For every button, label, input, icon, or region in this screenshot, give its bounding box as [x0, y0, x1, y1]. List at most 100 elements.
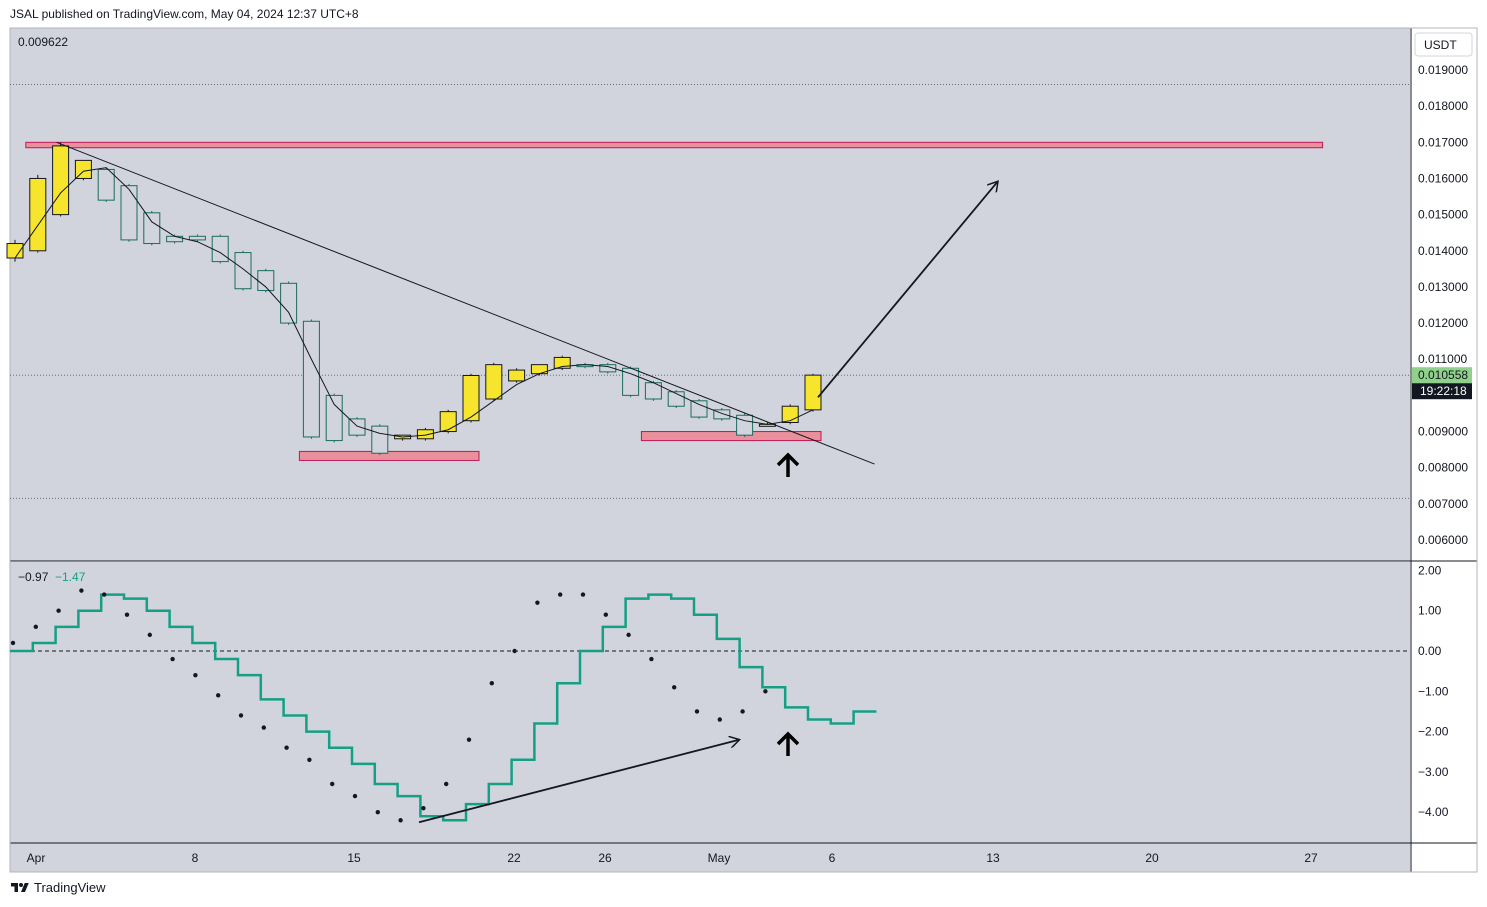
oscillator-dot [33, 624, 38, 630]
candle-body [804, 374, 822, 411]
price-tick-label: 0.015000 [1418, 208, 1468, 222]
time-tick-label: 6 [829, 851, 836, 865]
currency-badge [1414, 32, 1473, 57]
price-tick-label: 0.007000 [1418, 497, 1468, 511]
candle [234, 250, 252, 291]
candle [462, 373, 480, 423]
time-axis [10, 843, 1410, 872]
candle [280, 281, 298, 325]
candle [713, 408, 731, 421]
candle [599, 362, 617, 374]
supply-demand-zone-0 [25, 141, 1324, 149]
oscillator-dot [580, 592, 586, 597]
candle-body [690, 400, 708, 418]
oscillator-tick-label: −2.00 [1418, 725, 1449, 739]
candle [325, 393, 343, 443]
footer-brand: TradingView [34, 880, 106, 895]
candle-body [280, 282, 298, 324]
price-tick-label: 0.013000 [1418, 280, 1468, 294]
oscillator-dot [489, 681, 494, 686]
candle [644, 380, 662, 401]
oscillator-dot [307, 757, 312, 763]
oscillator-dot [444, 781, 449, 787]
footer: TradingView [10, 880, 106, 895]
oscillator-dot [740, 709, 745, 714]
oscillator-dot [124, 612, 130, 617]
last-price-label: 0.010558 [1418, 368, 1468, 382]
price-pane [10, 28, 1410, 561]
candle-body [143, 212, 161, 245]
candle [667, 389, 685, 409]
oscillator-tick-label: 2.00 [1418, 563, 1442, 577]
supply-demand-zone-1 [298, 450, 480, 461]
oscillator-dot [261, 725, 266, 730]
oscillator-dot [649, 656, 654, 662]
candle [211, 234, 229, 264]
candle [74, 159, 92, 181]
candle-body [713, 409, 731, 420]
candle-body [97, 168, 115, 201]
time-tick-label: Apr [27, 851, 46, 865]
oscillator-tick-label: −1.00 [1418, 684, 1449, 698]
oscillator-dot [79, 588, 84, 593]
divergence-arrow [418, 740, 740, 824]
up-arrow-oscillator-icon [776, 731, 800, 756]
candle-body [781, 405, 799, 424]
time-tick-label: 22 [507, 851, 521, 865]
oscillator-dot [56, 608, 61, 613]
candle [553, 355, 571, 371]
oscillator-dot [763, 689, 768, 694]
oscillator-tick-label: 0.00 [1418, 644, 1442, 658]
candle-body [485, 364, 503, 400]
time-tick-label: 8 [192, 851, 199, 865]
last-price-badge [1412, 367, 1472, 384]
candle-body [29, 177, 47, 252]
candle-body [52, 145, 70, 216]
price-tick-label: 0.016000 [1418, 171, 1468, 185]
candle [97, 167, 115, 202]
candle-body [188, 235, 206, 241]
candle-body [211, 235, 229, 263]
oscillator-dot [216, 693, 221, 698]
price-legend-value: 0.009622 [18, 35, 68, 49]
candle [52, 142, 70, 217]
moving-average-line [14, 167, 814, 438]
candle [622, 366, 640, 398]
oscillator-dot [147, 632, 152, 638]
candle [690, 399, 708, 419]
oscillator-dot [352, 793, 358, 799]
oscillator-tick-label: 1.00 [1418, 604, 1442, 618]
candle [188, 234, 206, 242]
candle [804, 373, 822, 412]
candle-body [120, 185, 138, 241]
oscillator-dot [330, 781, 335, 787]
candle-body [166, 235, 184, 243]
oscillator-tick-label: −4.00 [1418, 805, 1449, 819]
time-tick-label: 15 [347, 851, 361, 865]
price-tick-label: 0.006000 [1418, 533, 1468, 547]
oscillator-dot [10, 640, 16, 646]
candle [508, 368, 526, 383]
oscillator-dot [375, 810, 380, 815]
chart-frame [9, 27, 1478, 873]
oscillator-dot [421, 805, 426, 811]
candle [371, 424, 389, 456]
target-arrow [817, 181, 998, 398]
oscillator-dot [238, 713, 244, 718]
oscillator-dot [193, 672, 198, 678]
oscillator-dot [284, 745, 289, 750]
price-tick-label: 0.009000 [1418, 425, 1468, 439]
candle [302, 319, 320, 439]
oscillator-dot [102, 592, 107, 597]
time-tick-label: 27 [1304, 851, 1318, 865]
candle [416, 427, 434, 441]
price-tick-label: 0.012000 [1418, 316, 1468, 330]
oscillator-dot [694, 709, 700, 714]
candle [120, 183, 138, 242]
candle [348, 417, 366, 437]
up-arrow-price-icon [776, 452, 800, 477]
oscillator-dot [398, 818, 403, 823]
oscillator-dot [672, 685, 677, 690]
oscillator-dot [170, 656, 175, 662]
